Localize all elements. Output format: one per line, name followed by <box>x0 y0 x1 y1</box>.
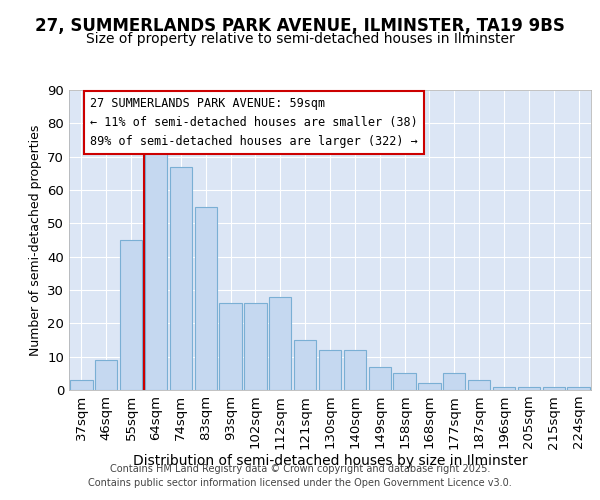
Bar <box>294 340 316 390</box>
Bar <box>518 386 540 390</box>
Bar <box>418 384 440 390</box>
Bar <box>220 304 242 390</box>
Text: Size of property relative to semi-detached houses in Ilminster: Size of property relative to semi-detach… <box>86 32 514 46</box>
Bar <box>170 166 192 390</box>
Bar <box>394 374 416 390</box>
Text: 27, SUMMERLANDS PARK AVENUE, ILMINSTER, TA19 9BS: 27, SUMMERLANDS PARK AVENUE, ILMINSTER, … <box>35 18 565 36</box>
Text: Contains HM Land Registry data © Crown copyright and database right 2025.
Contai: Contains HM Land Registry data © Crown c… <box>88 464 512 487</box>
Bar <box>145 140 167 390</box>
Bar <box>194 206 217 390</box>
Bar <box>95 360 118 390</box>
Bar <box>319 350 341 390</box>
Bar <box>244 304 266 390</box>
Bar <box>368 366 391 390</box>
Bar <box>344 350 366 390</box>
Bar <box>70 380 92 390</box>
Bar <box>269 296 292 390</box>
Y-axis label: Number of semi-detached properties: Number of semi-detached properties <box>29 124 42 356</box>
Bar <box>468 380 490 390</box>
X-axis label: Distribution of semi-detached houses by size in Ilminster: Distribution of semi-detached houses by … <box>133 454 527 468</box>
Text: 27 SUMMERLANDS PARK AVENUE: 59sqm
← 11% of semi-detached houses are smaller (38): 27 SUMMERLANDS PARK AVENUE: 59sqm ← 11% … <box>90 96 418 148</box>
Bar <box>120 240 142 390</box>
Bar <box>443 374 466 390</box>
Bar <box>568 386 590 390</box>
Bar <box>493 386 515 390</box>
Bar <box>542 386 565 390</box>
